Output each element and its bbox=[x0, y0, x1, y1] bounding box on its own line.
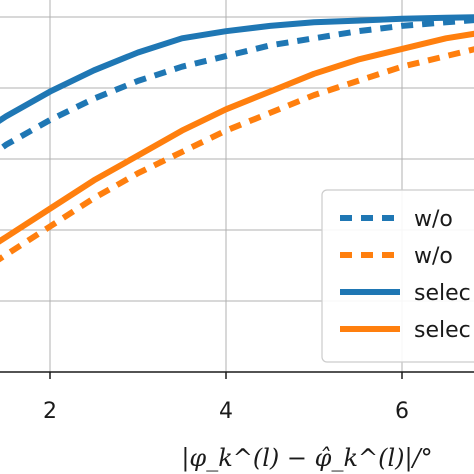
x-axis-title: |φ_k^(l) − φ̂_k^(l)|/° bbox=[181, 444, 432, 473]
x-ticks: 2 4 6 bbox=[43, 372, 409, 424]
grid bbox=[0, 0, 474, 372]
x-tick-label-4: 4 bbox=[219, 399, 233, 424]
legend: w/o w/o selec selec bbox=[321, 189, 474, 363]
series-line-1 bbox=[0, 46, 474, 263]
legend-box bbox=[321, 189, 474, 363]
series-line-3 bbox=[0, 30, 474, 245]
x-tick-label-6: 6 bbox=[395, 399, 409, 424]
x-tick-label-2: 2 bbox=[43, 399, 57, 424]
legend-label-3: selec bbox=[414, 318, 471, 343]
legend-label-1: w/o bbox=[414, 244, 453, 269]
series-line-0 bbox=[0, 17, 474, 153]
series-line-2 bbox=[0, 14, 474, 124]
legend-label-2: selec bbox=[414, 281, 471, 306]
series-lines bbox=[0, 14, 474, 263]
legend-label-0: w/o bbox=[414, 207, 453, 232]
